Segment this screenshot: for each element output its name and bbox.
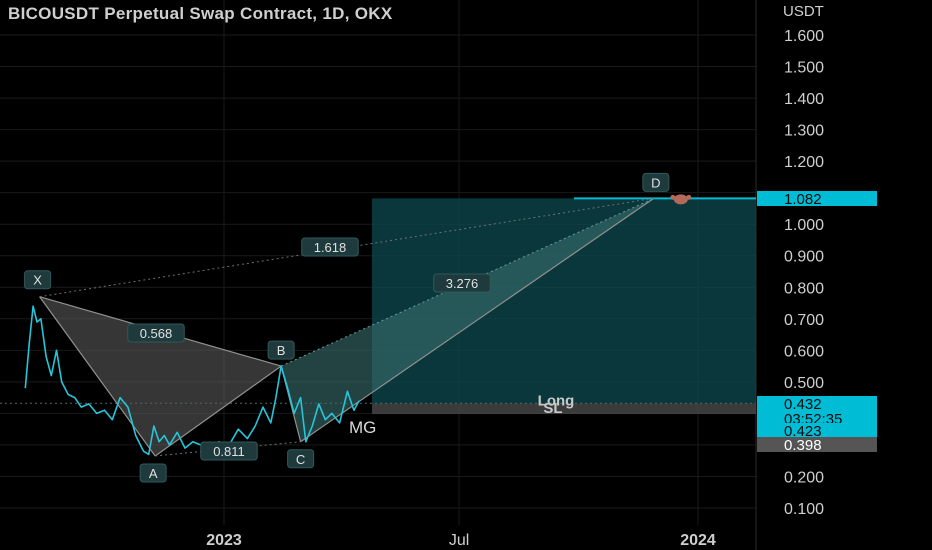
harmonic-pattern[interactable]: [39, 197, 655, 457]
y-tick-label: 0.700: [784, 312, 824, 329]
pattern-tag: MG: [349, 418, 376, 437]
leg-xa: [39, 296, 156, 457]
y-tick-label: 1.300: [784, 123, 824, 140]
label-text: 1.618: [314, 240, 347, 255]
label-box: [301, 237, 359, 257]
label-box: [127, 323, 185, 343]
ratio-label-1: 0.811: [200, 441, 258, 461]
y-tick-label: 0.200: [784, 469, 824, 486]
long-label: Long: [538, 392, 575, 409]
label-text: 0.568: [140, 326, 173, 341]
leg-bd-dotted: [280, 197, 655, 367]
point-label-X: X: [24, 270, 52, 290]
y-tick-label: 1.600: [784, 28, 824, 45]
chart-title: BICOUSDT Perpetual Swap Contract, 1D, OK…: [8, 4, 393, 23]
point-label-B: B: [267, 340, 295, 360]
y-tick-label: 1.500: [784, 60, 824, 77]
triangle-xab: [39, 296, 282, 456]
label-box: [24, 270, 52, 290]
label-text: D: [651, 175, 660, 190]
y-tick-label: 0.600: [784, 343, 824, 360]
price-label-text: 0.423: [784, 423, 822, 440]
crab-body: [673, 194, 688, 205]
label-text: B: [277, 343, 286, 358]
y-tick-labels: 1.600 1.500 1.400 1.300 1.200 1.000 0.900 0.800…: [784, 28, 824, 518]
price-label-bg: [757, 437, 877, 452]
leg-ab: [154, 365, 282, 457]
label-text: 3.276: [446, 276, 479, 291]
y-tick-label: 0.100: [784, 501, 824, 518]
label-box: [200, 441, 258, 461]
price-series: [24, 305, 360, 456]
label-box: [139, 463, 167, 483]
label-box: [433, 273, 491, 293]
label-box: [287, 449, 315, 469]
crab-claw-left: [670, 194, 676, 200]
crab-claw-right: [686, 194, 692, 200]
label-text: 0.811: [213, 444, 245, 459]
ratio-label-3: 3.276: [433, 273, 491, 293]
y-tick-label: 0.500: [784, 375, 824, 392]
y-tick-label: 1.000: [784, 217, 824, 234]
price-line: [24, 305, 360, 456]
price-label-0: 1.082: [757, 191, 877, 208]
point-label-C: C: [287, 449, 315, 469]
y-tick-label: 1.400: [784, 91, 824, 108]
y-tick-label: 0.800: [784, 280, 824, 297]
price-label-bg: [757, 423, 877, 438]
y-tick-label: 1.200: [784, 154, 824, 171]
x-tick-label: 2023: [206, 532, 242, 549]
ratio-label-2: 1.618: [301, 237, 359, 257]
label-text: X: [33, 273, 42, 288]
ratio-label-0: 0.568: [127, 323, 185, 343]
price-label-bg: [757, 191, 877, 206]
label-text: A: [149, 466, 158, 481]
pattern-labels: X A B C D 0.568 0.811 1.618 3.276 MG: [24, 172, 692, 483]
leg-ac-dotted: [155, 441, 301, 457]
point-label-D: D: [642, 172, 670, 192]
sl-label: SL: [543, 400, 562, 417]
price-label-bg: [757, 396, 877, 411]
label-box: [642, 172, 670, 192]
triangle-bcd: [281, 198, 654, 442]
price-label-text: 0.398: [784, 437, 822, 454]
stop-zone: [372, 403, 756, 415]
x-tick-label: Jul: [449, 532, 469, 549]
price-label-bg: [757, 411, 877, 426]
label-text: C: [296, 452, 305, 467]
currency-label: USDT: [783, 3, 824, 20]
x-tick-label: 2024: [680, 532, 716, 549]
point-label-A: A: [139, 463, 167, 483]
crab-icon: [670, 194, 692, 205]
y-tick-label: 0.900: [784, 249, 824, 266]
price-label-3: 0.423: [757, 423, 877, 440]
x-tick-labels: 2023 Jul 2024: [206, 532, 716, 549]
price-label-4: 0.398: [757, 437, 877, 454]
price-label-text: 1.082: [784, 191, 822, 208]
label-box: [267, 340, 295, 360]
price-label-1: 0.432: [757, 396, 877, 413]
price-label-text: 0.432: [784, 396, 822, 413]
